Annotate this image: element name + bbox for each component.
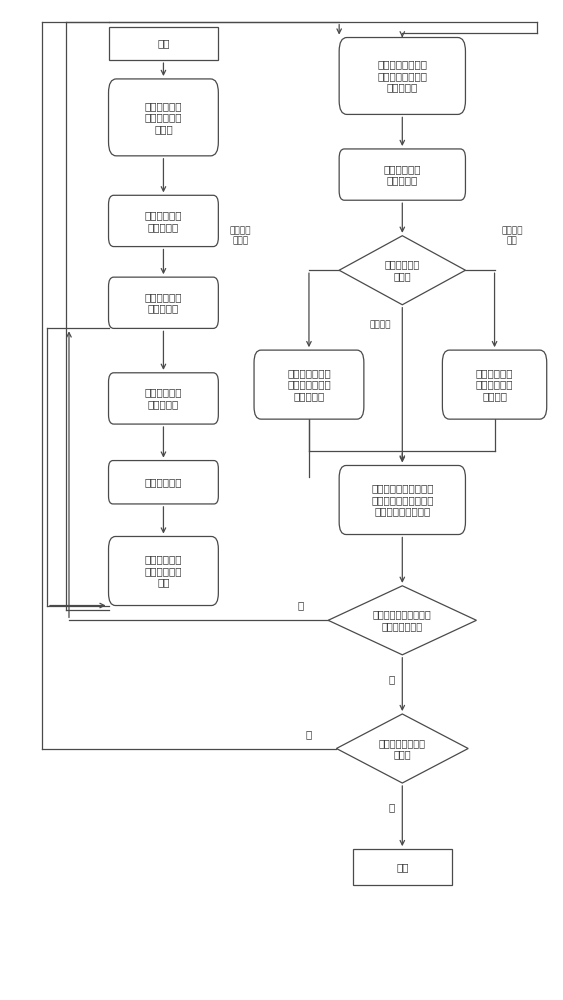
Text: 分布式主节点
下发通信故障
模拟指令: 分布式主节点 下发通信故障 模拟指令 <box>476 368 513 401</box>
FancyBboxPatch shape <box>339 149 466 200</box>
Polygon shape <box>339 236 466 305</box>
Text: 在分布式环境
下运行通信模
拟软件: 在分布式环境 下运行通信模 拟软件 <box>145 101 182 134</box>
FancyBboxPatch shape <box>109 79 218 156</box>
Bar <box>353 849 452 885</box>
Text: 分布式主节点
下发通信模拟
任务: 分布式主节点 下发通信模拟 任务 <box>145 554 182 588</box>
FancyBboxPatch shape <box>109 461 218 504</box>
Text: 结束模拟: 结束模拟 <box>369 320 391 329</box>
Text: 开始本应用场景下一次
通信模拟任务？: 开始本应用场景下一次 通信模拟任务？ <box>373 610 432 631</box>
Text: 分布式主节点下发
周期性健康状态通
信模拟指令: 分布式主节点下发 周期性健康状态通 信模拟指令 <box>377 59 427 93</box>
Text: 各节点启动通
信模拟实例: 各节点启动通 信模拟实例 <box>383 164 421 185</box>
FancyBboxPatch shape <box>109 373 218 424</box>
Text: 其它工况通信
模拟？: 其它工况通信 模拟？ <box>385 259 420 281</box>
FancyBboxPatch shape <box>339 465 466 535</box>
Text: 否: 否 <box>388 674 395 684</box>
Text: 非周期暂
态模拟: 非周期暂 态模拟 <box>230 226 251 245</box>
Text: 结束: 结束 <box>396 862 409 872</box>
Polygon shape <box>328 586 476 655</box>
Bar <box>109 27 218 60</box>
Text: 是: 是 <box>306 729 312 739</box>
Text: 分布式通信模
拟任务配置: 分布式通信模 拟任务配置 <box>145 388 182 409</box>
FancyBboxPatch shape <box>109 195 218 247</box>
Text: 读取全系统通
信配置信息: 读取全系统通 信配置信息 <box>145 210 182 232</box>
Text: 开始: 开始 <box>157 38 169 48</box>
Text: 分布式主节点下发模拟
结束指令，主从节点停
止本机通信模拟实例: 分布式主节点下发模拟 结束指令，主从节点停 止本机通信模拟实例 <box>371 483 434 517</box>
Text: 读取全系统测
点配置信息: 读取全系统测 点配置信息 <box>145 292 182 314</box>
FancyBboxPatch shape <box>109 536 218 606</box>
Polygon shape <box>337 714 468 783</box>
FancyBboxPatch shape <box>254 350 364 419</box>
FancyBboxPatch shape <box>339 38 466 114</box>
Text: 测点信息配置: 测点信息配置 <box>145 477 182 487</box>
FancyBboxPatch shape <box>109 277 218 328</box>
Text: 切换其它应用场景
模拟？: 切换其它应用场景 模拟？ <box>379 738 426 759</box>
Text: 否: 否 <box>388 803 395 813</box>
Text: 通信故障
模拟: 通信故障 模拟 <box>502 226 523 245</box>
Text: 分布式主节点下
发非周期暂态通
信模拟指令: 分布式主节点下 发非周期暂态通 信模拟指令 <box>287 368 331 401</box>
Text: 是: 是 <box>298 601 304 611</box>
FancyBboxPatch shape <box>443 350 547 419</box>
